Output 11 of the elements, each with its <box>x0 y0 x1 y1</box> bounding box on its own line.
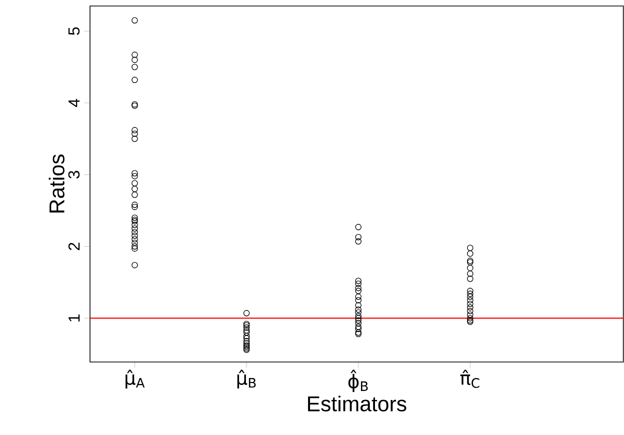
x-tick-label: μ̂$_{A}$ <box>126 370 145 389</box>
y-tick-label: 4 <box>68 98 80 107</box>
x-tick-label: π̂$_{C}$ <box>460 370 480 388</box>
x-tick-label: ϕ̂$_{B}$ <box>348 370 368 392</box>
y-tick-label: 1 <box>68 314 80 322</box>
x-axis-title: Estimators <box>308 396 406 412</box>
y-axis-title: Ratios <box>48 154 64 212</box>
y-tick-label: 5 <box>68 27 80 35</box>
y-tick-label: 2 <box>68 242 80 250</box>
y-tick-label: 3 <box>68 170 80 179</box>
x-tick-label: μ̂$_{B}$ <box>237 370 256 389</box>
